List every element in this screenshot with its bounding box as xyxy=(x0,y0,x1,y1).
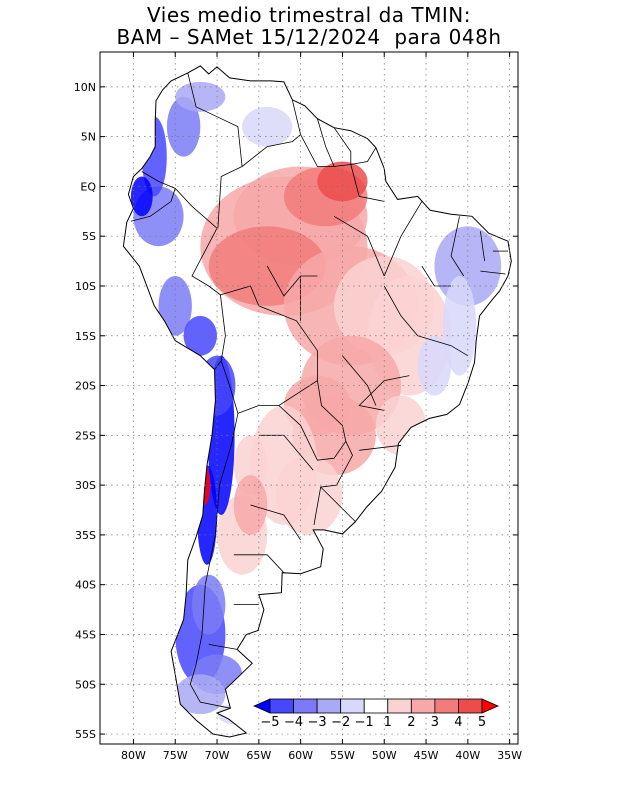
bias-patch xyxy=(175,674,226,715)
colorbar-swatch xyxy=(387,698,412,714)
lat-tick-label: 35S xyxy=(75,529,96,542)
colorbar-label: −5 xyxy=(260,715,279,730)
border-line xyxy=(450,216,465,277)
border-line xyxy=(174,188,226,370)
border-line xyxy=(266,265,318,297)
lat-tick-label: 50S xyxy=(75,678,96,691)
bias-patch xyxy=(317,161,368,202)
border-line xyxy=(250,504,301,541)
lat-tick-label: 10S xyxy=(75,280,96,293)
colorbar-label: 3 xyxy=(431,715,439,730)
colorbar-swatch xyxy=(434,698,459,714)
lon-tick-label: 60W xyxy=(288,749,313,762)
border-line xyxy=(300,134,377,167)
lon-tick-label: 70W xyxy=(205,749,230,762)
bias-patch xyxy=(275,455,343,535)
colorbar-swatch xyxy=(363,698,389,714)
border-line xyxy=(313,487,322,525)
bias-patch xyxy=(166,96,201,157)
border-line xyxy=(383,285,419,337)
lon-tick-label: 45W xyxy=(414,749,439,762)
map-frame xyxy=(99,51,519,745)
lon-tick-label: 50W xyxy=(372,749,397,762)
lat-tick-label: 45S xyxy=(75,628,96,641)
latitude-axis: 10N 5N EQ 5S 10S 15S 20S 25S 30S 35S 40S 45S 50S 55S xyxy=(74,81,518,741)
colorbar-label: −2 xyxy=(331,715,350,730)
lat-tick-label: 30S xyxy=(75,479,96,492)
border-line xyxy=(480,231,485,262)
lon-tick-label: 55W xyxy=(330,749,355,762)
border-line xyxy=(258,434,314,471)
title-line-1: Vies medio trimestral da TMIN: xyxy=(147,3,471,27)
border-line xyxy=(333,127,352,165)
border-line xyxy=(241,99,302,167)
colorbar-swatch xyxy=(410,698,436,714)
colorbar-label: −3 xyxy=(308,715,327,730)
colorbar-label: 1 xyxy=(384,715,392,730)
lat-tick-label: 5S xyxy=(82,230,96,243)
coastline xyxy=(122,65,512,738)
border-line xyxy=(233,554,285,573)
border-line xyxy=(342,355,377,406)
lat-tick-label: 15S xyxy=(75,330,96,343)
colorbar-swatch xyxy=(269,698,294,714)
border-line xyxy=(480,270,506,275)
lon-tick-label: 65W xyxy=(246,749,271,762)
border-line xyxy=(130,171,176,222)
border-line xyxy=(333,215,385,277)
bias-patch xyxy=(175,81,226,112)
bias-patch xyxy=(130,176,153,217)
colorbar: −5 −4 −3 −2 −1 1 2 3 4 5 xyxy=(253,698,499,730)
bias-patch xyxy=(192,574,226,635)
bias-patch xyxy=(417,335,452,396)
border-line xyxy=(187,72,243,229)
colorbar-swatch xyxy=(293,698,318,714)
lat-tick-label: EQ xyxy=(80,180,96,193)
lat-tick-label: 20S xyxy=(75,380,96,393)
country-borders xyxy=(130,72,508,709)
lat-tick-label: 10N xyxy=(74,81,96,94)
colorbar-swatch xyxy=(316,698,342,714)
colorbar-label: −1 xyxy=(355,715,374,730)
border-line xyxy=(350,164,385,202)
bias-patch xyxy=(242,106,293,147)
colorbar-label: 2 xyxy=(407,715,415,730)
colorbar-swatch xyxy=(458,698,483,714)
lon-tick-label: 40W xyxy=(455,749,480,762)
lat-tick-label: 5N xyxy=(81,131,96,144)
longitude-axis: 80W 75W 70W 65W 60W 55W 50W 45W 40W 35W xyxy=(121,52,522,762)
border-line xyxy=(359,444,402,451)
lat-tick-label: 40S xyxy=(75,579,96,592)
border-line xyxy=(189,413,239,709)
border-line xyxy=(383,201,423,277)
lon-tick-label: 75W xyxy=(163,749,188,762)
colorbar-label: 5 xyxy=(478,715,486,730)
colorbar-label: −4 xyxy=(284,715,303,730)
lon-tick-label: 35W xyxy=(497,749,522,762)
border-line xyxy=(208,644,238,650)
lat-lon-grid xyxy=(100,52,518,744)
border-line xyxy=(417,335,469,357)
lon-tick-label: 80W xyxy=(121,749,146,762)
colorbar-right-arrow xyxy=(481,698,499,714)
colorbar-label: 4 xyxy=(454,715,462,730)
border-line xyxy=(317,118,335,167)
title-line-2: BAM – SAMet 15/12/2024 para 048h xyxy=(116,25,502,49)
colorbar-swatch xyxy=(340,698,365,714)
border-line xyxy=(278,380,347,461)
lat-tick-label: 25S xyxy=(75,429,96,442)
lat-tick-label: 55S xyxy=(75,728,96,741)
border-line xyxy=(358,375,410,411)
